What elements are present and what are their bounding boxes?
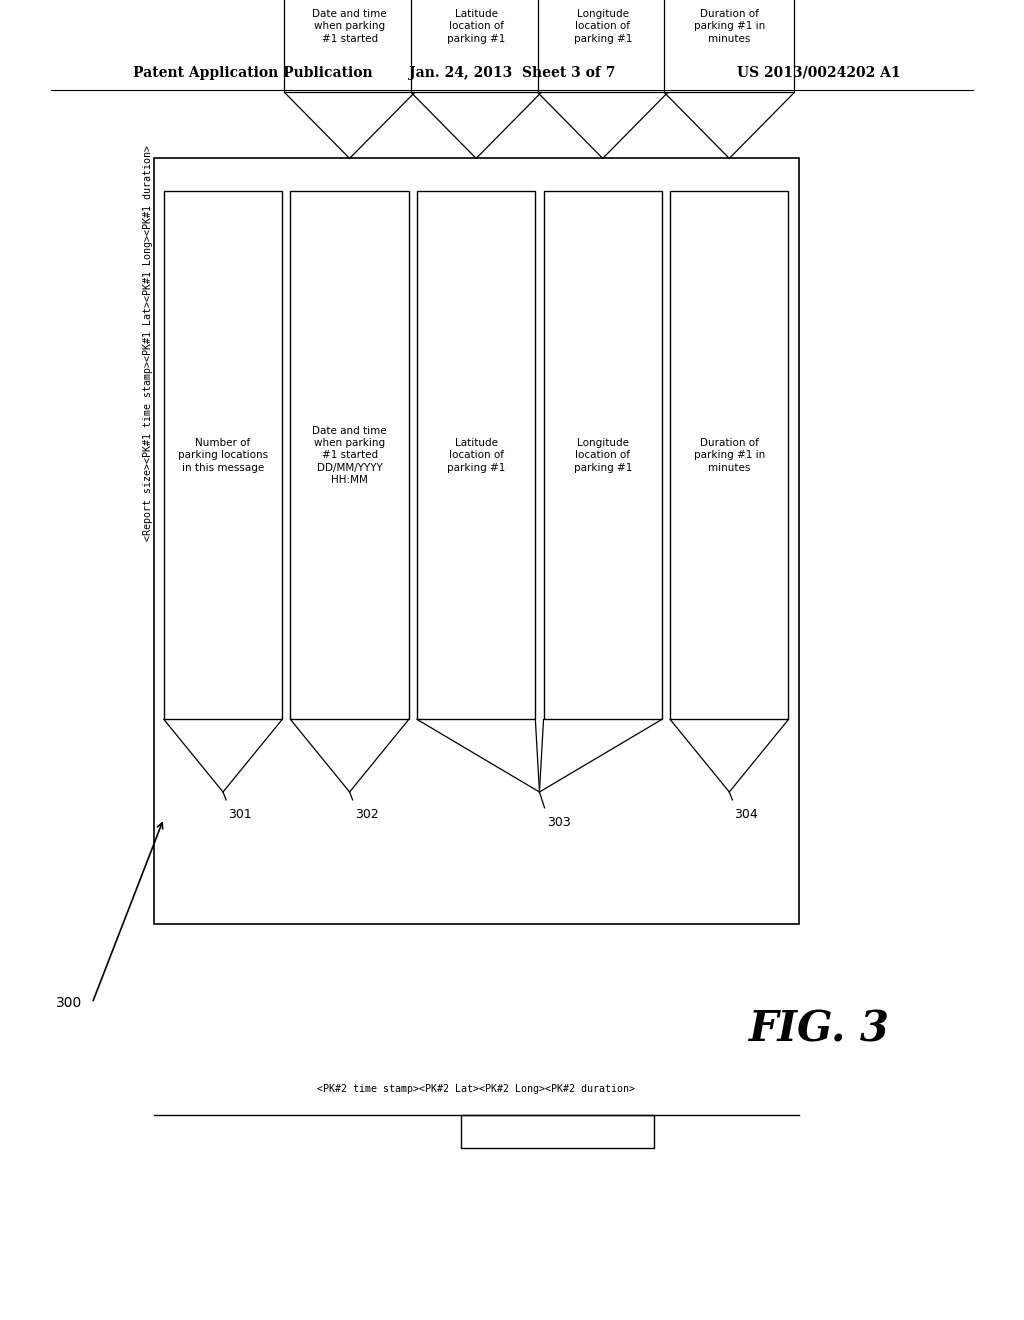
Bar — [538, 0, 668, 92]
Text: 304: 304 — [734, 808, 758, 821]
Bar — [285, 0, 415, 92]
Text: Date and time
when parking
#1 started
DD/MM/YYYY
HH:MM: Date and time when parking #1 started DD… — [312, 425, 387, 486]
Bar — [164, 191, 283, 719]
Bar — [417, 191, 536, 719]
Bar — [544, 191, 662, 719]
Bar — [291, 191, 409, 719]
Text: Date and time
when parking
#1 started: Date and time when parking #1 started — [312, 9, 387, 44]
Text: Longitude
location of
parking #1: Longitude location of parking #1 — [573, 438, 632, 473]
Bar — [154, 158, 799, 924]
Text: 303: 303 — [547, 816, 570, 829]
Text: US 2013/0024202 A1: US 2013/0024202 A1 — [737, 66, 901, 79]
Text: Duration of
parking #1 in
minutes: Duration of parking #1 in minutes — [693, 438, 765, 473]
Text: Duration of
parking #1 in
minutes: Duration of parking #1 in minutes — [693, 9, 765, 44]
Bar — [670, 191, 788, 719]
Text: 300: 300 — [55, 997, 82, 1010]
Text: Jan. 24, 2013  Sheet 3 of 7: Jan. 24, 2013 Sheet 3 of 7 — [409, 66, 615, 79]
Bar — [665, 0, 795, 92]
Text: <Report size><PK#1 time stamp><PK#1 Lat><PK#1 Long><PK#1 duration>: <Report size><PK#1 time stamp><PK#1 Lat>… — [143, 145, 154, 541]
Text: Longitude
location of
parking #1: Longitude location of parking #1 — [573, 9, 632, 44]
Bar — [411, 0, 542, 92]
Text: Latitude
location of
parking #1: Latitude location of parking #1 — [446, 9, 506, 44]
Text: FIG. 3: FIG. 3 — [749, 1008, 890, 1051]
Text: 302: 302 — [354, 808, 379, 821]
Bar — [461, 1115, 654, 1148]
Text: Number of
parking locations
in this message: Number of parking locations in this mess… — [178, 438, 268, 473]
Text: Patent Application Publication: Patent Application Publication — [133, 66, 373, 79]
Text: Latitude
location of
parking #1: Latitude location of parking #1 — [446, 438, 506, 473]
Text: 301: 301 — [228, 808, 252, 821]
Text: <PK#2 time stamp><PK#2 Lat><PK#2 Long><PK#2 duration>: <PK#2 time stamp><PK#2 Lat><PK#2 Long><P… — [317, 1084, 635, 1094]
